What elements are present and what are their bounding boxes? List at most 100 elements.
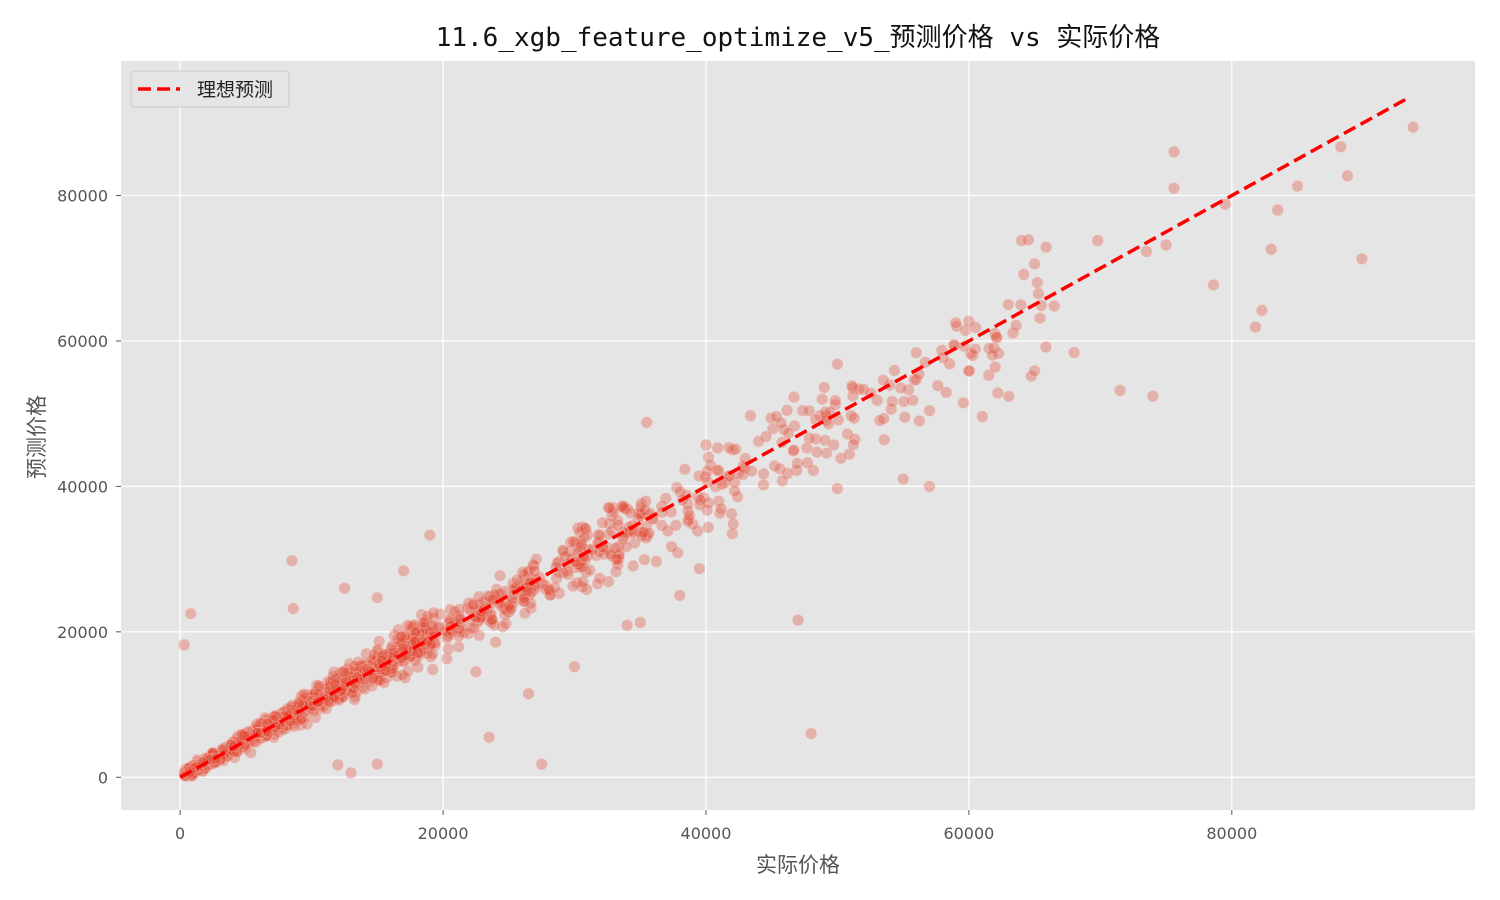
- scatter-point: [820, 447, 833, 460]
- scatter-point: [518, 595, 531, 608]
- scatter-point: [323, 695, 336, 708]
- scatter-point: [521, 585, 534, 598]
- scatter-point: [536, 577, 549, 590]
- scatter-point: [665, 540, 678, 553]
- scatter-point: [673, 589, 686, 602]
- scatter-point: [1256, 304, 1268, 317]
- scatter-point: [178, 639, 190, 651]
- scatter-point: [184, 607, 197, 620]
- scatter-point: [898, 395, 910, 408]
- scatter-point: [943, 357, 956, 370]
- scatter-point: [473, 590, 485, 603]
- scatter-point: [1010, 319, 1022, 332]
- scatter-point: [803, 404, 816, 417]
- scatter-point: [674, 486, 687, 498]
- scatter-point: [857, 383, 870, 396]
- scatter-point: [949, 316, 962, 329]
- scatter-point: [452, 630, 465, 642]
- scatter-point: [683, 509, 696, 522]
- scatter-point: [829, 398, 842, 411]
- scatter-point: [966, 349, 979, 362]
- scatter-point: [348, 693, 361, 706]
- scatter-point: [1168, 182, 1180, 195]
- scatter-point: [986, 349, 999, 362]
- scatter-point: [847, 438, 860, 451]
- grid-lines: [121, 61, 1475, 810]
- scatter-point: [346, 687, 358, 700]
- scatter-point: [548, 581, 561, 594]
- scatter-point: [910, 346, 923, 359]
- scatter-point: [550, 572, 563, 585]
- scatter-point: [627, 560, 639, 572]
- y-axis-label: 预测价格: [25, 395, 49, 479]
- x-tick-label: 40000: [681, 824, 732, 843]
- scatter-point: [701, 465, 714, 478]
- scatter-point: [373, 635, 385, 648]
- scatter-point: [902, 383, 915, 396]
- scatter-point: [670, 519, 682, 532]
- scatter-point: [462, 597, 475, 610]
- scatter-point: [693, 562, 706, 575]
- scatter-point: [294, 713, 307, 726]
- scatter-point: [774, 462, 786, 475]
- scatter-point: [386, 666, 399, 679]
- scatter-point: [568, 660, 581, 673]
- scatter-point: [1034, 312, 1046, 325]
- scatter-point: [712, 495, 725, 508]
- scatter-point: [1407, 121, 1420, 134]
- scatter-point: [923, 404, 936, 417]
- scatter-point: [818, 381, 831, 394]
- scatter-point: [525, 602, 537, 614]
- scatter-point: [715, 502, 727, 515]
- scatter-point: [287, 602, 300, 615]
- scatter-point: [426, 648, 439, 661]
- scatter-point: [616, 500, 628, 513]
- scatter-point: [360, 647, 373, 660]
- scatter-point: [338, 582, 351, 595]
- scatter-point: [1015, 234, 1028, 247]
- scatter-point: [957, 396, 970, 409]
- scatter-point: [579, 522, 592, 535]
- scatter-point: [805, 727, 817, 740]
- scatter-point: [711, 442, 724, 454]
- scatter-point: [702, 497, 715, 509]
- scatter-point: [976, 410, 989, 423]
- scatter-point: [1291, 180, 1304, 192]
- scatter-point: [907, 394, 919, 407]
- scatter-point: [711, 464, 724, 477]
- scatter-point: [592, 528, 605, 541]
- scatter-point: [682, 515, 694, 528]
- scatter-point: [297, 688, 310, 701]
- scatter-point: [593, 572, 606, 585]
- scatter-point: [776, 474, 789, 487]
- scatter-point: [527, 559, 540, 571]
- scatter-point: [567, 580, 579, 592]
- legend-box: [130, 70, 290, 108]
- scatter-point: [499, 617, 512, 630]
- scatter-point: [877, 374, 890, 387]
- scatter-point: [612, 558, 624, 571]
- y-tick-label: 80000: [57, 187, 108, 206]
- scatter-point: [1028, 364, 1041, 377]
- scatter-point: [787, 444, 800, 457]
- scatter-point: [791, 457, 804, 470]
- scatter-point: [723, 441, 735, 454]
- scatter-point: [767, 422, 779, 435]
- scatter-point: [683, 513, 695, 526]
- scatter-point: [372, 674, 385, 687]
- scatter-point: [1048, 300, 1061, 312]
- scatter-point: [504, 603, 517, 615]
- scatter-point: [604, 548, 617, 560]
- scatter-point: [831, 358, 844, 371]
- scatter-point: [923, 480, 936, 493]
- scatter-point: [1017, 268, 1030, 281]
- scatter-point: [831, 482, 844, 495]
- scatter-point: [693, 498, 706, 511]
- scatter-point: [432, 620, 445, 633]
- scatter-point: [990, 331, 1003, 344]
- scatter-point: [781, 404, 793, 417]
- scatter-point: [829, 394, 842, 407]
- scatter-point: [736, 468, 749, 481]
- scatter-point: [330, 672, 343, 685]
- scatter-point: [486, 613, 498, 626]
